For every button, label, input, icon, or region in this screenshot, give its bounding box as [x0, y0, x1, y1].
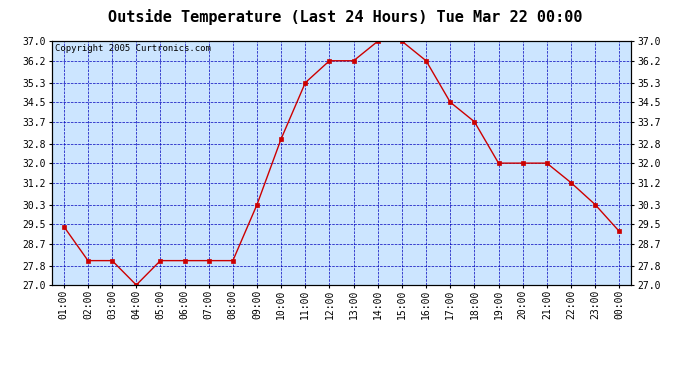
Text: Outside Temperature (Last 24 Hours) Tue Mar 22 00:00: Outside Temperature (Last 24 Hours) Tue … — [108, 9, 582, 26]
Text: Copyright 2005 Curtronics.com: Copyright 2005 Curtronics.com — [55, 44, 210, 53]
